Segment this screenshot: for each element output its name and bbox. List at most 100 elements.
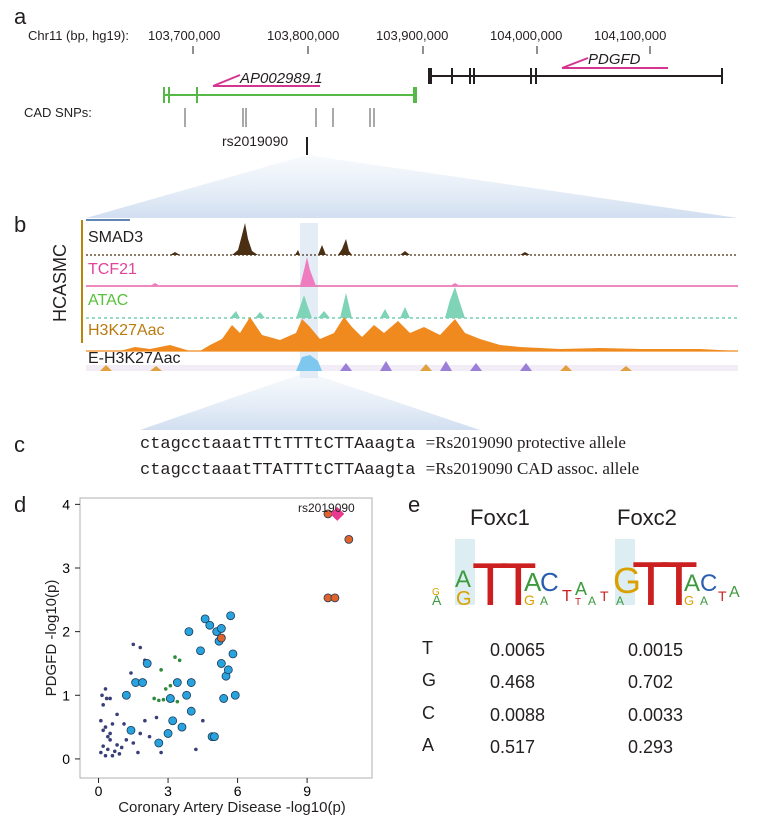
hcasmc-group-label: HCASMC	[50, 243, 70, 322]
gene-track-svg	[163, 46, 723, 155]
y-tick-label: 4	[62, 496, 70, 512]
scatter-point	[154, 738, 164, 748]
scatter-point	[173, 655, 177, 659]
logo-letter: A	[432, 592, 442, 608]
sequence-protective-note: =Rs2019090 protective allele	[425, 433, 626, 452]
foxc2-value-a: 0.293	[628, 737, 674, 757]
scatter-point	[136, 750, 140, 755]
logo-letter: A	[455, 566, 471, 593]
motif-title-foxc2: Foxc2	[617, 505, 677, 530]
sequence-risk-bases: ctagcctaaatTTATTTtCTTAaagta	[140, 461, 416, 480]
panel-letter-d: d	[14, 492, 27, 517]
zoom-wedge-b	[86, 155, 738, 218]
logo-letter: A	[588, 594, 596, 608]
scatter-point	[219, 694, 229, 703]
scatter-point	[165, 694, 175, 703]
x-axis-title: Coronary Artery Disease -log10(p)	[118, 799, 346, 816]
logo-letter: T	[718, 588, 727, 604]
logo-letter: G	[432, 587, 440, 598]
scatter-point	[182, 690, 192, 700]
gene-exon	[413, 87, 417, 103]
logo-letter: G	[524, 592, 535, 608]
gene-exon	[535, 68, 537, 84]
sequence-protective: ctagcctaaatTTtTTTtCTTAaagta =Rs2019090 p…	[140, 433, 626, 454]
logo-letter: T	[632, 550, 670, 610]
scatter-point	[138, 731, 143, 736]
track-label-h3k27ac: H3K27Aac	[88, 322, 165, 339]
zoom-wedge-c	[140, 372, 480, 430]
gene-exon	[469, 68, 471, 84]
scatter-point	[143, 718, 147, 723]
scatter-point	[103, 687, 108, 691]
scatter-point	[121, 690, 131, 700]
x-tick-label: 9	[303, 783, 311, 799]
logo-letter: T	[500, 551, 537, 610]
scatter-point	[175, 699, 180, 704]
x-tick-label: 3	[164, 783, 172, 799]
logo-letter: A	[524, 567, 542, 597]
scatter-point	[184, 627, 194, 637]
scatter-point	[172, 678, 182, 687]
scatter-point	[216, 659, 226, 668]
scatter-point	[124, 738, 129, 742]
foxc2-value-t: 0.0015	[628, 640, 684, 660]
tick-label-4: 104,000,000	[490, 28, 563, 43]
gene-exon	[163, 87, 165, 103]
scatter-point	[216, 633, 226, 643]
scatter-point	[106, 747, 110, 752]
scatter-point	[115, 712, 119, 717]
y-tick-label: 1	[62, 687, 70, 703]
scatter-point	[122, 722, 126, 726]
arrow-head	[561, 57, 589, 69]
gene-pdgfd-label: PDGFD	[588, 51, 641, 68]
tick-label-5: 104,100,000	[594, 28, 667, 43]
scatter-point	[115, 743, 119, 747]
logo-letter: A	[684, 570, 700, 597]
sequence-risk: ctagcctaaatTTATTTtCTTAaagta =Rs2019090 C…	[140, 459, 639, 480]
h3k27ac-track	[86, 317, 738, 352]
tick-label-3: 103,900,000	[376, 28, 449, 43]
atac-track	[86, 287, 738, 319]
plot-frame	[79, 497, 373, 779]
scatter-point	[108, 738, 112, 742]
scatter-point	[196, 646, 205, 656]
logo-letter: A	[729, 584, 740, 601]
zoom-wedge-shape	[86, 155, 738, 218]
scatter-point	[117, 752, 122, 756]
ld-scatter-plot: 0 3 6 9 0 1 2 3 4 rs2019090 Coronary Artery Dis…	[43, 496, 373, 816]
y-tick-label: 2	[62, 624, 70, 640]
scatter-point	[119, 745, 124, 750]
tick-label-1: 103,700,000	[148, 28, 221, 43]
scatter-point	[177, 658, 182, 663]
data-points	[99, 506, 354, 758]
cad-snp-marks	[184, 108, 375, 127]
gene-exon	[530, 68, 532, 84]
scatter-point	[201, 718, 205, 723]
scatter-point	[230, 690, 240, 700]
gene-exon	[721, 68, 723, 84]
scatter-point	[126, 725, 136, 735]
scatter-point	[177, 722, 187, 732]
x-tick-label: 6	[234, 783, 242, 799]
lead-snp-label: rs2019090	[222, 133, 289, 149]
scatter-point	[108, 696, 112, 701]
scatter-point	[205, 620, 215, 630]
scatter-point	[194, 747, 198, 752]
scatter-point	[330, 593, 340, 603]
scatter-point	[110, 722, 115, 726]
panel-letter-b: b	[14, 212, 27, 237]
track-label-atac: ATAC	[88, 292, 129, 309]
logo-letter: G	[613, 560, 641, 601]
logo-letter: G	[456, 588, 472, 610]
scatter-point	[99, 718, 103, 723]
foxc1-value-t: 0.0065	[490, 640, 546, 660]
scatter-point	[159, 750, 163, 755]
panel-letter-e: e	[408, 492, 421, 517]
y-axis: 0 1 2 3 4	[62, 496, 80, 767]
scatter-point	[100, 693, 104, 698]
scatter-point	[223, 665, 233, 675]
scatter-point	[154, 715, 159, 720]
scatter-point	[210, 732, 219, 742]
y-tick-label: 0	[62, 751, 70, 767]
gene-exon	[196, 87, 198, 103]
